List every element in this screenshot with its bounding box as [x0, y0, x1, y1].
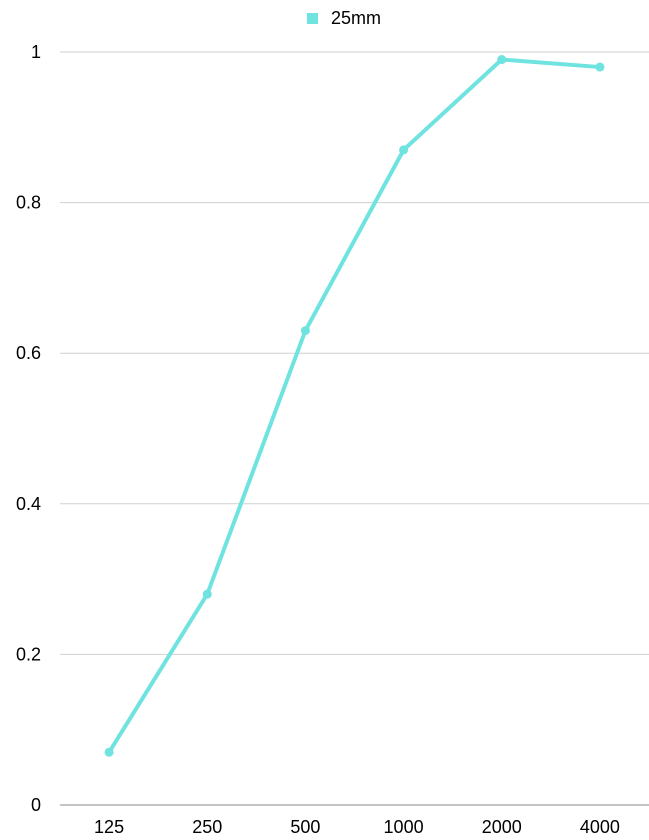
y-tick-label: 0.2 [16, 644, 41, 664]
x-tick-label: 2000 [482, 817, 522, 837]
series-group [104, 55, 605, 757]
gridlines [60, 51, 649, 655]
legend: 25mm [307, 8, 381, 28]
y-tick-label: 0.6 [16, 343, 41, 363]
x-tick-label: 125 [94, 817, 124, 837]
x-tick-label: 500 [290, 817, 320, 837]
data-point [497, 55, 507, 65]
data-point [202, 589, 212, 599]
y-tick-label: 1 [31, 42, 41, 62]
legend-swatch-25mm [307, 13, 318, 24]
x-tick-label: 1000 [384, 817, 424, 837]
series-line-25mm [107, 57, 602, 755]
data-point [595, 62, 605, 72]
data-point [399, 145, 409, 155]
y-axis: 0 0.2 0.4 0.6 0.8 1 [16, 42, 41, 815]
data-point [300, 326, 310, 336]
x-tick-label: 250 [192, 817, 222, 837]
x-axis: 125 250 500 1000 2000 4000 [60, 804, 649, 837]
data-point [104, 747, 114, 757]
y-tick-label: 0.8 [16, 193, 41, 213]
y-tick-label: 0 [31, 795, 41, 815]
legend-label-25mm: 25mm [331, 8, 381, 28]
x-tick-label: 4000 [580, 817, 620, 837]
y-tick-label: 0.4 [16, 494, 41, 514]
